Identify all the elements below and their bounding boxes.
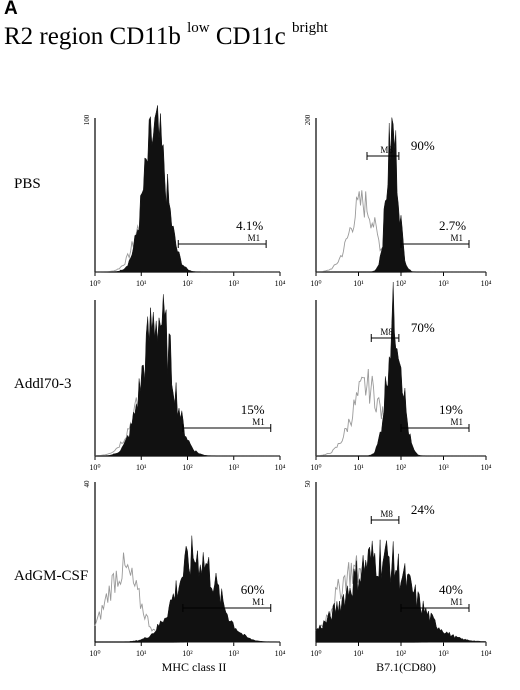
x-tick-label: 10⁴ bbox=[481, 463, 492, 472]
x-tick-label: 10⁴ bbox=[275, 463, 286, 472]
x-tick-label: 10¹ bbox=[136, 649, 147, 658]
x-tick-label: 10⁴ bbox=[481, 279, 492, 288]
x-tick-label: 10² bbox=[396, 463, 407, 472]
gate-name-label: M1 bbox=[248, 233, 261, 243]
gate-percent-label: 40% bbox=[439, 582, 463, 597]
x-tick-label: 10⁰ bbox=[310, 463, 321, 472]
col-label-b71-cd80: B7.1(CD80) bbox=[376, 660, 436, 674]
gate-name-label: M8 bbox=[380, 509, 393, 519]
stained-filled-series bbox=[95, 105, 280, 273]
x-tick-label: 10¹ bbox=[353, 463, 364, 472]
gate-percent-label: 60% bbox=[241, 582, 265, 597]
gate-percent-label: 2.7% bbox=[439, 218, 466, 233]
x-tick-label: 10² bbox=[182, 463, 193, 472]
stained-filled-series bbox=[316, 281, 486, 457]
x-tick-label: 10³ bbox=[438, 279, 449, 288]
x-tick-label: 10³ bbox=[229, 279, 240, 288]
x-tick-label: 10⁴ bbox=[275, 649, 286, 658]
x-tick-label: 10³ bbox=[229, 649, 240, 658]
x-tick-label: 10⁴ bbox=[275, 279, 286, 288]
x-tick-label: 10² bbox=[182, 279, 193, 288]
gate-name-label: M1 bbox=[252, 417, 265, 427]
x-tick-label: 10² bbox=[396, 649, 407, 658]
gate-percent-label: 4.1% bbox=[236, 218, 263, 233]
x-tick-label: 10⁰ bbox=[310, 649, 321, 658]
y-max-label: 40 bbox=[83, 480, 91, 488]
gate-name-label: M1 bbox=[450, 233, 463, 243]
y-max-label: 200 bbox=[304, 114, 312, 125]
panel-letter: A bbox=[4, 0, 18, 19]
x-tick-label: 10⁴ bbox=[481, 649, 492, 658]
x-tick-label: 10³ bbox=[438, 463, 449, 472]
figure-title: R2 region CD11b low CD11c bright bbox=[4, 20, 328, 50]
gate-name-label: M8 bbox=[380, 327, 393, 337]
row-label-addl70-3: Addl70-3 bbox=[14, 376, 72, 392]
stained-filled-series bbox=[95, 294, 280, 457]
gate-percent-label: 19% bbox=[439, 402, 463, 417]
x-tick-label: 10⁰ bbox=[310, 279, 321, 288]
stained-filled-series bbox=[95, 535, 280, 643]
x-tick-label: 10² bbox=[396, 279, 407, 288]
gate-name-label: M8 bbox=[380, 145, 393, 155]
col-label-mhc-class-ii: MHC class II bbox=[161, 660, 227, 674]
gate-percent-label: 24% bbox=[411, 502, 435, 517]
x-tick-label: 10³ bbox=[438, 649, 449, 658]
x-tick-label: 10¹ bbox=[136, 463, 147, 472]
gate-name-label: M1 bbox=[450, 417, 463, 427]
x-tick-label: 10¹ bbox=[136, 279, 147, 288]
row-label-pbs: PBS bbox=[14, 176, 41, 192]
stained-filled-series bbox=[315, 539, 487, 643]
row-label-adgm-csf: AdGM-CSF bbox=[14, 568, 89, 584]
x-tick-label: 10³ bbox=[229, 463, 240, 472]
gate-name-label: M1 bbox=[252, 597, 265, 607]
gate-name-label: M1 bbox=[450, 597, 463, 607]
x-tick-label: 10⁰ bbox=[89, 649, 100, 658]
x-tick-label: 10⁰ bbox=[89, 279, 100, 288]
x-tick-label: 10¹ bbox=[353, 649, 364, 658]
y-max-label: 100 bbox=[83, 114, 91, 125]
gate-percent-label: 70% bbox=[411, 320, 435, 335]
gate-percent-label: 90% bbox=[411, 138, 435, 153]
stained-filled-series bbox=[316, 117, 486, 273]
x-tick-label: 10¹ bbox=[353, 279, 364, 288]
x-tick-label: 10⁰ bbox=[89, 463, 100, 472]
gate-percent-label: 15% bbox=[241, 402, 265, 417]
x-tick-label: 10² bbox=[182, 649, 193, 658]
y-max-label: 50 bbox=[304, 480, 312, 488]
